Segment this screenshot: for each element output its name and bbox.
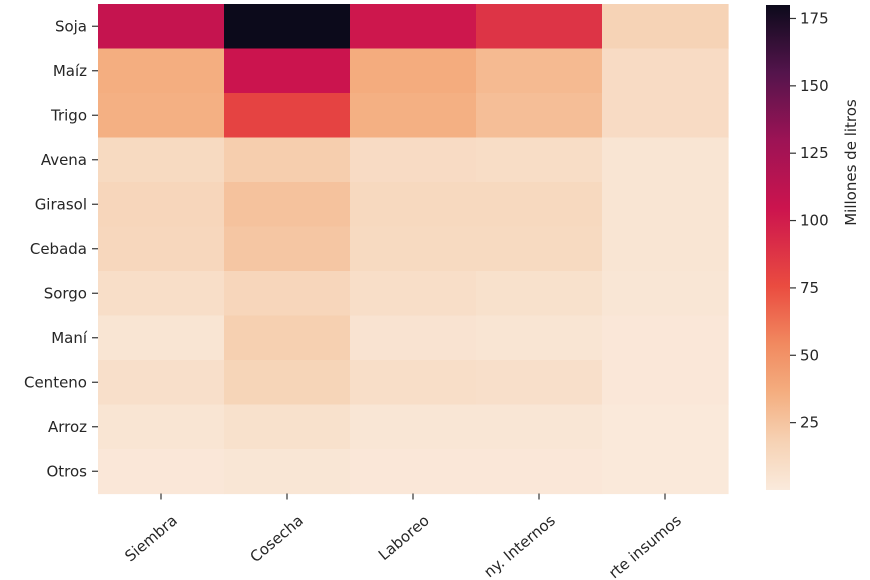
- column-tick-label: Cosecha: [246, 511, 306, 566]
- heatmap-cell: [602, 93, 729, 139]
- row-tick-label: Sorgo: [44, 284, 87, 302]
- heatmap-cell: [602, 48, 729, 94]
- heatmap-cell: [224, 404, 351, 450]
- heatmap-cell: [602, 226, 729, 272]
- colorbar-tick-label: 25: [800, 414, 819, 432]
- row-tick-label: Avena: [41, 151, 87, 169]
- heatmap-cell: [602, 137, 729, 183]
- heatmap-cell: [98, 271, 225, 317]
- heatmap-cell: [350, 271, 477, 317]
- heatmap-cell: [224, 449, 351, 495]
- heatmap-cell: [476, 4, 603, 50]
- heatmap-cell: [350, 93, 477, 139]
- heatmap-cell: [476, 449, 603, 495]
- heatmap-cell: [476, 137, 603, 183]
- column-tick-label: Siembra: [121, 511, 180, 565]
- heatmap-cell: [224, 226, 351, 272]
- heatmap-cell: [98, 449, 225, 495]
- heatmap-cell: [98, 315, 225, 361]
- heatmap-cell: [98, 48, 225, 94]
- heatmap-cell: [476, 182, 603, 228]
- heatmap-cell: [476, 315, 603, 361]
- row-tick-label: Otros: [46, 462, 87, 480]
- heatmap-cell: [350, 48, 477, 94]
- heatmap-cell: [602, 182, 729, 228]
- heatmap-cell: [350, 449, 477, 495]
- row-tick-label: Centeno: [24, 373, 87, 391]
- heatmap-cell: [602, 271, 729, 317]
- heatmap-cell: [350, 226, 477, 272]
- heatmap-cell: [224, 271, 351, 317]
- heatmap-cell: [98, 93, 225, 139]
- heatmap-cell: [476, 271, 603, 317]
- column-tick-label: Laboreo: [375, 511, 433, 564]
- heatmap-cell: [224, 315, 351, 361]
- row-tick-labels: Soja Maíz Trigo Avena Girasol Cebada Sorgo Maní…: [24, 17, 98, 480]
- heatmap-cell: [602, 315, 729, 361]
- heatmap-cell: [98, 137, 225, 183]
- row-tick-label: Cebada: [30, 240, 87, 258]
- row-tick-label: Trigo: [50, 106, 87, 124]
- heatmap-cell: [350, 182, 477, 228]
- colorbar-tick-label: 175: [800, 9, 829, 27]
- heatmap-cell: [350, 137, 477, 183]
- heatmap-cell: [602, 404, 729, 450]
- row-tick-label: Arroz: [48, 418, 87, 436]
- colorbar-label: Millones de litros: [842, 99, 860, 226]
- heatmap-cell: [98, 182, 225, 228]
- colorbar-tick-label: 150: [800, 77, 829, 95]
- heatmap-cells: [98, 4, 729, 495]
- heatmap-cell: [602, 4, 729, 50]
- heatmap-cell: [224, 93, 351, 139]
- heatmap-cell: [350, 4, 477, 50]
- heatmap-cell: [350, 404, 477, 450]
- colorbar-ticks: 25 50 75 100 125 150 175: [790, 9, 829, 432]
- row-tick-label: Maíz: [53, 62, 87, 80]
- heatmap-cell: [476, 226, 603, 272]
- heatmap-cell: [224, 48, 351, 94]
- heatmap-cell: [602, 449, 729, 495]
- heatmap-cell: [224, 360, 351, 406]
- heatmap-cell: [98, 404, 225, 450]
- heatmap-cell: [98, 226, 225, 272]
- heatmap-cell: [602, 360, 729, 406]
- heatmap-cell: [98, 360, 225, 406]
- colorbar-tick-label: 50: [800, 346, 819, 364]
- colorbar: [766, 5, 790, 490]
- heatmap-cell: [98, 4, 225, 50]
- colorbar-tick-label: 125: [800, 144, 829, 162]
- row-tick-label: Girasol: [35, 195, 87, 213]
- heatmap-cell: [476, 404, 603, 450]
- colorbar-tick-label: 100: [800, 212, 829, 230]
- heatmap-cell: [476, 48, 603, 94]
- row-tick-label: Soja: [55, 17, 87, 35]
- heatmap-cell: [224, 182, 351, 228]
- heatmap-cell: [224, 4, 351, 50]
- heatmap-cell: [350, 360, 477, 406]
- column-tick-labels: Siembra Cosecha Laboreo ny. Internos rte ins…: [121, 493, 685, 580]
- heatmap-cell: [350, 315, 477, 361]
- heatmap-cell: [476, 93, 603, 139]
- column-tick-label: rte insumos: [605, 511, 685, 580]
- colorbar-tick-label: 75: [800, 279, 819, 297]
- heatmap-cell: [476, 360, 603, 406]
- heatmap-cell: [224, 137, 351, 183]
- row-tick-label: Maní: [51, 329, 88, 347]
- column-tick-label: ny. Internos: [480, 511, 559, 580]
